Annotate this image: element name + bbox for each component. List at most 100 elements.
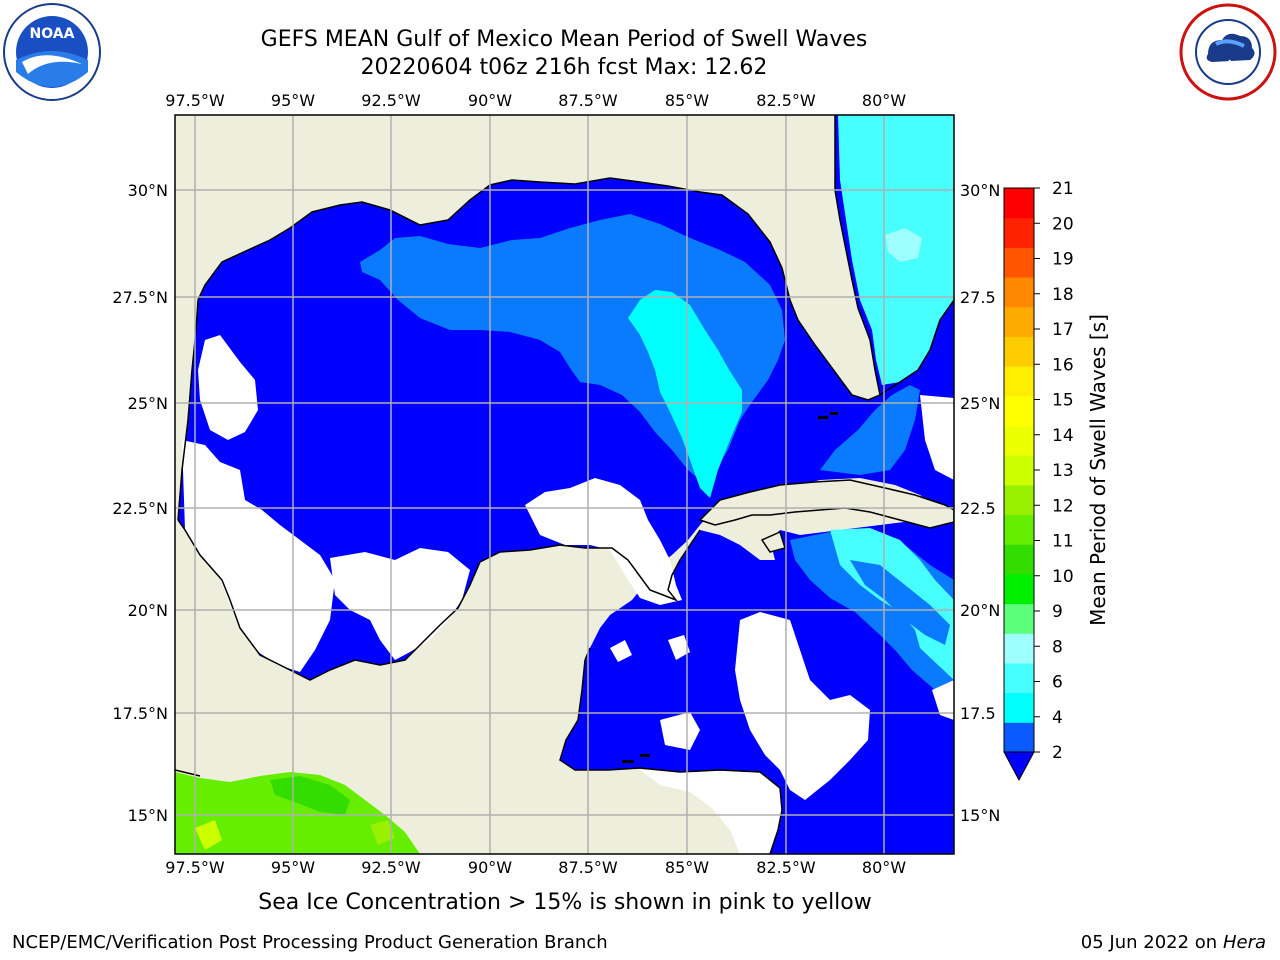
- longitude-labels-bottom: 97.5°W 95°W 92.5°W 90°W 87.5°W 85°W 82.5°W 80°W: [165, 858, 906, 877]
- colorbar-tick-label: 18: [1052, 285, 1074, 305]
- pacific-yellow-2: [370, 820, 395, 845]
- lon-label-bottom: 90°W: [468, 858, 512, 877]
- lon-label-bottom: 80°W: [862, 858, 906, 877]
- lon-label-top: 82.5°W: [756, 91, 816, 110]
- colorbar-label: Mean Period of Swell Waves [s]: [1086, 314, 1110, 626]
- nodata-small-3: [300, 592, 322, 612]
- colorbar-segment: [1004, 484, 1034, 516]
- noaa-logo-text: NOAA: [30, 26, 75, 42]
- nodata-yucatan-north: [525, 478, 682, 605]
- lon-label-bottom: 97.5°W: [165, 858, 225, 877]
- lon-label-bottom: 92.5°W: [361, 858, 421, 877]
- swell-band-4-6s: [628, 290, 742, 498]
- atlantic-light: [885, 228, 922, 262]
- lat-label-left: 25°N: [128, 394, 168, 413]
- pacific-dark-green: [270, 776, 350, 815]
- colorbar-segment: [1004, 692, 1034, 723]
- nodata-small-2: [668, 635, 690, 660]
- gridlines: [175, 115, 954, 854]
- lat-label-right: 27.5: [960, 288, 996, 307]
- colorbar-segment: [1004, 395, 1034, 426]
- pacific-yellow: [195, 820, 222, 850]
- lon-label-top: 97.5°W: [165, 91, 225, 110]
- lon-label-bottom: 87.5°W: [558, 858, 618, 877]
- lat-label-left: 17.5°N: [112, 704, 168, 723]
- colorbar-tick-label: 16: [1052, 355, 1074, 375]
- colorbar-tick-label: 19: [1052, 250, 1074, 270]
- nodata-caribbean-islands: [660, 712, 700, 750]
- nodata-west-coast: [182, 440, 335, 672]
- map-frame: [174, 114, 955, 855]
- lat-label-left: 20°N: [128, 601, 168, 620]
- sea-ice-note: Sea Ice Concentration > 15% is shown in …: [258, 890, 872, 915]
- colorbar-tick-label: 2: [1052, 743, 1063, 763]
- colorbar-tick-label: 10: [1052, 567, 1074, 587]
- colorbar-segment: [1004, 425, 1034, 456]
- colorbar-segment: [1004, 514, 1034, 545]
- nodata-bay-of-campeche: [330, 548, 470, 660]
- colorbar-segment: [1004, 306, 1034, 337]
- colorbar-segment: [1004, 662, 1034, 694]
- colorbar-tick-label: 17: [1052, 320, 1074, 340]
- lon-label-top: 80°W: [862, 91, 906, 110]
- nodata-caribbean-west: [735, 612, 870, 800]
- nodata-east-florida: [920, 395, 954, 480]
- colorbar: 2 4 6 8 9 10 11 12 13 14 15 16 17 18 19 20 21: [1003, 179, 1074, 782]
- lon-label-top: 85°W: [665, 91, 709, 110]
- lat-label-left: 30°N: [128, 181, 168, 200]
- cuba-south-land: [760, 530, 786, 553]
- lon-label-top: 95°W: [271, 91, 315, 110]
- latitude-labels-left: 30°N 27.5°N 25°N 22.5°N 20°N 17.5°N 15°N: [112, 181, 168, 825]
- lon-label-bottom: 85°W: [665, 858, 709, 877]
- nodata-small-4: [932, 680, 954, 720]
- map-title: GEFS MEAN Gulf of Mexico Mean Period of …: [260, 27, 868, 52]
- pacific-green: [175, 772, 420, 854]
- lat-label-right: 15°N: [960, 806, 1000, 825]
- lon-label-top: 92.5°W: [361, 91, 421, 110]
- colorbar-tick-label: 15: [1052, 391, 1074, 411]
- lat-label-left: 27.5°N: [112, 288, 168, 307]
- map-subtitle: 20220604 t06z 216h fcst Max: 12.62: [360, 55, 768, 80]
- colorbar-tick-label: 21: [1052, 179, 1074, 199]
- colorbar-segment: [1004, 217, 1034, 248]
- caribbean-blue-core: [850, 560, 950, 645]
- colorbar-segment: [1004, 247, 1034, 278]
- cuba-land: [698, 479, 954, 529]
- colorbar-segment: [1004, 336, 1034, 367]
- nws-logo: [1179, 3, 1277, 101]
- coastlines: [175, 115, 954, 854]
- colorbar-segment: [1004, 633, 1034, 664]
- nodata-honduras-coast: [640, 770, 782, 854]
- colorbar-tick-label: 6: [1052, 673, 1063, 693]
- lat-label-right: 22.5: [960, 499, 996, 518]
- lat-label-left: 15°N: [128, 806, 168, 825]
- colorbar-segment: [1004, 366, 1034, 397]
- run-date: 05 Jun 2022 on Hera: [1081, 932, 1266, 953]
- lat-label-right: 17.5: [960, 704, 996, 723]
- lon-label-bottom: 95°W: [271, 858, 315, 877]
- colorbar-segment: [1004, 277, 1034, 308]
- lat-label-right: 20°N: [960, 601, 1000, 620]
- colorbar-tick-label: 20: [1052, 214, 1074, 234]
- colorbar-under-arrow: [1003, 751, 1035, 782]
- credit-text: NCEP/EMC/Verification Post Processing Pr…: [12, 932, 608, 953]
- noaa-logo: NOAA: [3, 3, 101, 101]
- colorbar-tick-label: 14: [1052, 426, 1074, 446]
- colorbar-segment: [1004, 603, 1034, 634]
- lat-label-left: 22.5°N: [112, 499, 168, 518]
- colorbar-tick-label: 4: [1052, 708, 1063, 728]
- nodata-small-1: [610, 640, 632, 662]
- lon-label-top: 87.5°W: [558, 91, 618, 110]
- lat-label-right: 30°N: [960, 181, 1000, 200]
- lat-label-right: 25°N: [960, 394, 1000, 413]
- colorbar-tick-label: 12: [1052, 496, 1074, 516]
- colorbar-segment: [1004, 544, 1034, 575]
- colorbar-segment: [1004, 722, 1034, 753]
- host-text: Hera: [1222, 932, 1266, 953]
- lon-label-bottom: 82.5°W: [756, 858, 816, 877]
- longitude-labels-top: 97.5°W 95°W 92.5°W 90°W 87.5°W 85°W 82.5°W 80°W: [165, 91, 906, 110]
- colorbar-tick-label: 13: [1052, 461, 1074, 481]
- latitude-labels-right: 30°N 27.5 25°N 22.5 20°N 17.5 15°N: [960, 181, 1000, 825]
- colorbar-segment: [1004, 455, 1034, 486]
